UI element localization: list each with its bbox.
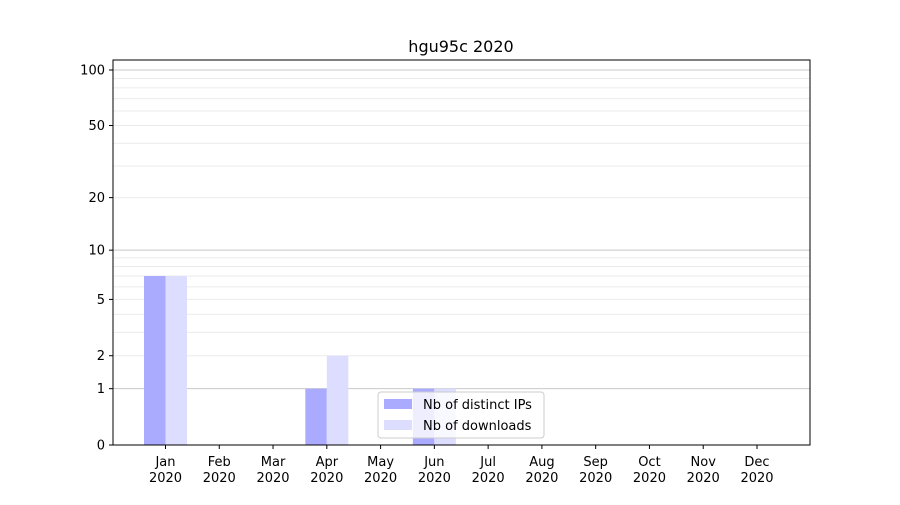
x-tick-label: 2020	[525, 471, 558, 486]
y-tick-label: 100	[80, 64, 105, 79]
x-tick-label: 2020	[472, 471, 505, 486]
legend-label-downloads: Nb of downloads	[423, 419, 532, 434]
x-tick-label: 2020	[418, 471, 451, 486]
x-tick-label: Mar	[261, 455, 286, 470]
x-tick-label: 2020	[633, 471, 666, 486]
y-tick-label: 10	[88, 244, 105, 259]
x-tick-label: 2020	[687, 471, 720, 486]
bar-ips	[144, 276, 166, 445]
x-tick-label: 2020	[740, 471, 773, 486]
x-tick-label: 2020	[364, 471, 397, 486]
chart-title: hgu95c 2020	[408, 37, 513, 56]
x-tick-label: 2020	[310, 471, 343, 486]
x-tick-label: Jul	[479, 455, 496, 470]
x-tick-label: 2020	[203, 471, 236, 486]
x-tick-label: 2020	[579, 471, 612, 486]
legend: Nb of distinct IPs Nb of downloads	[377, 391, 545, 439]
y-tick-label: 1	[97, 382, 105, 397]
x-tick-label: Aug	[529, 455, 554, 470]
y-tick-label: 50	[88, 119, 105, 134]
legend-label-ips: Nb of distinct IPs	[423, 398, 532, 413]
y-tick-label: 20	[88, 191, 105, 206]
bar-ips	[305, 388, 327, 445]
x-tick-label: Dec	[744, 455, 769, 470]
y-tick-label: 2	[97, 349, 105, 364]
axes-frame	[112, 59, 811, 446]
y-tick-label: 0	[97, 439, 105, 454]
x-tick-label: Nov	[691, 455, 717, 470]
x-tick-label: Oct	[638, 455, 660, 470]
legend-swatch-ips	[384, 399, 412, 409]
x-tick-label: May	[367, 455, 394, 470]
legend-swatch-downloads	[384, 420, 412, 430]
x-tick-label: Jan	[154, 455, 175, 470]
y-tick-label: 5	[97, 293, 105, 308]
bar-downloads	[326, 355, 349, 445]
y-axis: 0 1 2 5 10 20 50 100	[80, 64, 113, 454]
x-tick-label: 2020	[149, 471, 182, 486]
x-tick-label: 2020	[256, 471, 289, 486]
x-tick-label: Jun	[423, 455, 444, 470]
x-tick-label: Sep	[583, 455, 608, 470]
grid	[113, 69, 810, 390]
bar-downloads	[165, 276, 187, 445]
x-axis: Jan2020Feb2020Mar2020Apr2020May2020Jun20…	[149, 445, 774, 486]
x-tick-label: Feb	[208, 455, 231, 470]
x-tick-label: Apr	[316, 455, 339, 470]
legend-box	[377, 391, 545, 439]
